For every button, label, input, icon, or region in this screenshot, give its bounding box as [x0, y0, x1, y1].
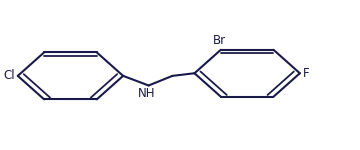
Text: Br: Br	[212, 34, 226, 47]
Text: Cl: Cl	[4, 69, 15, 82]
Text: NH: NH	[138, 87, 156, 100]
Text: F: F	[302, 67, 309, 80]
